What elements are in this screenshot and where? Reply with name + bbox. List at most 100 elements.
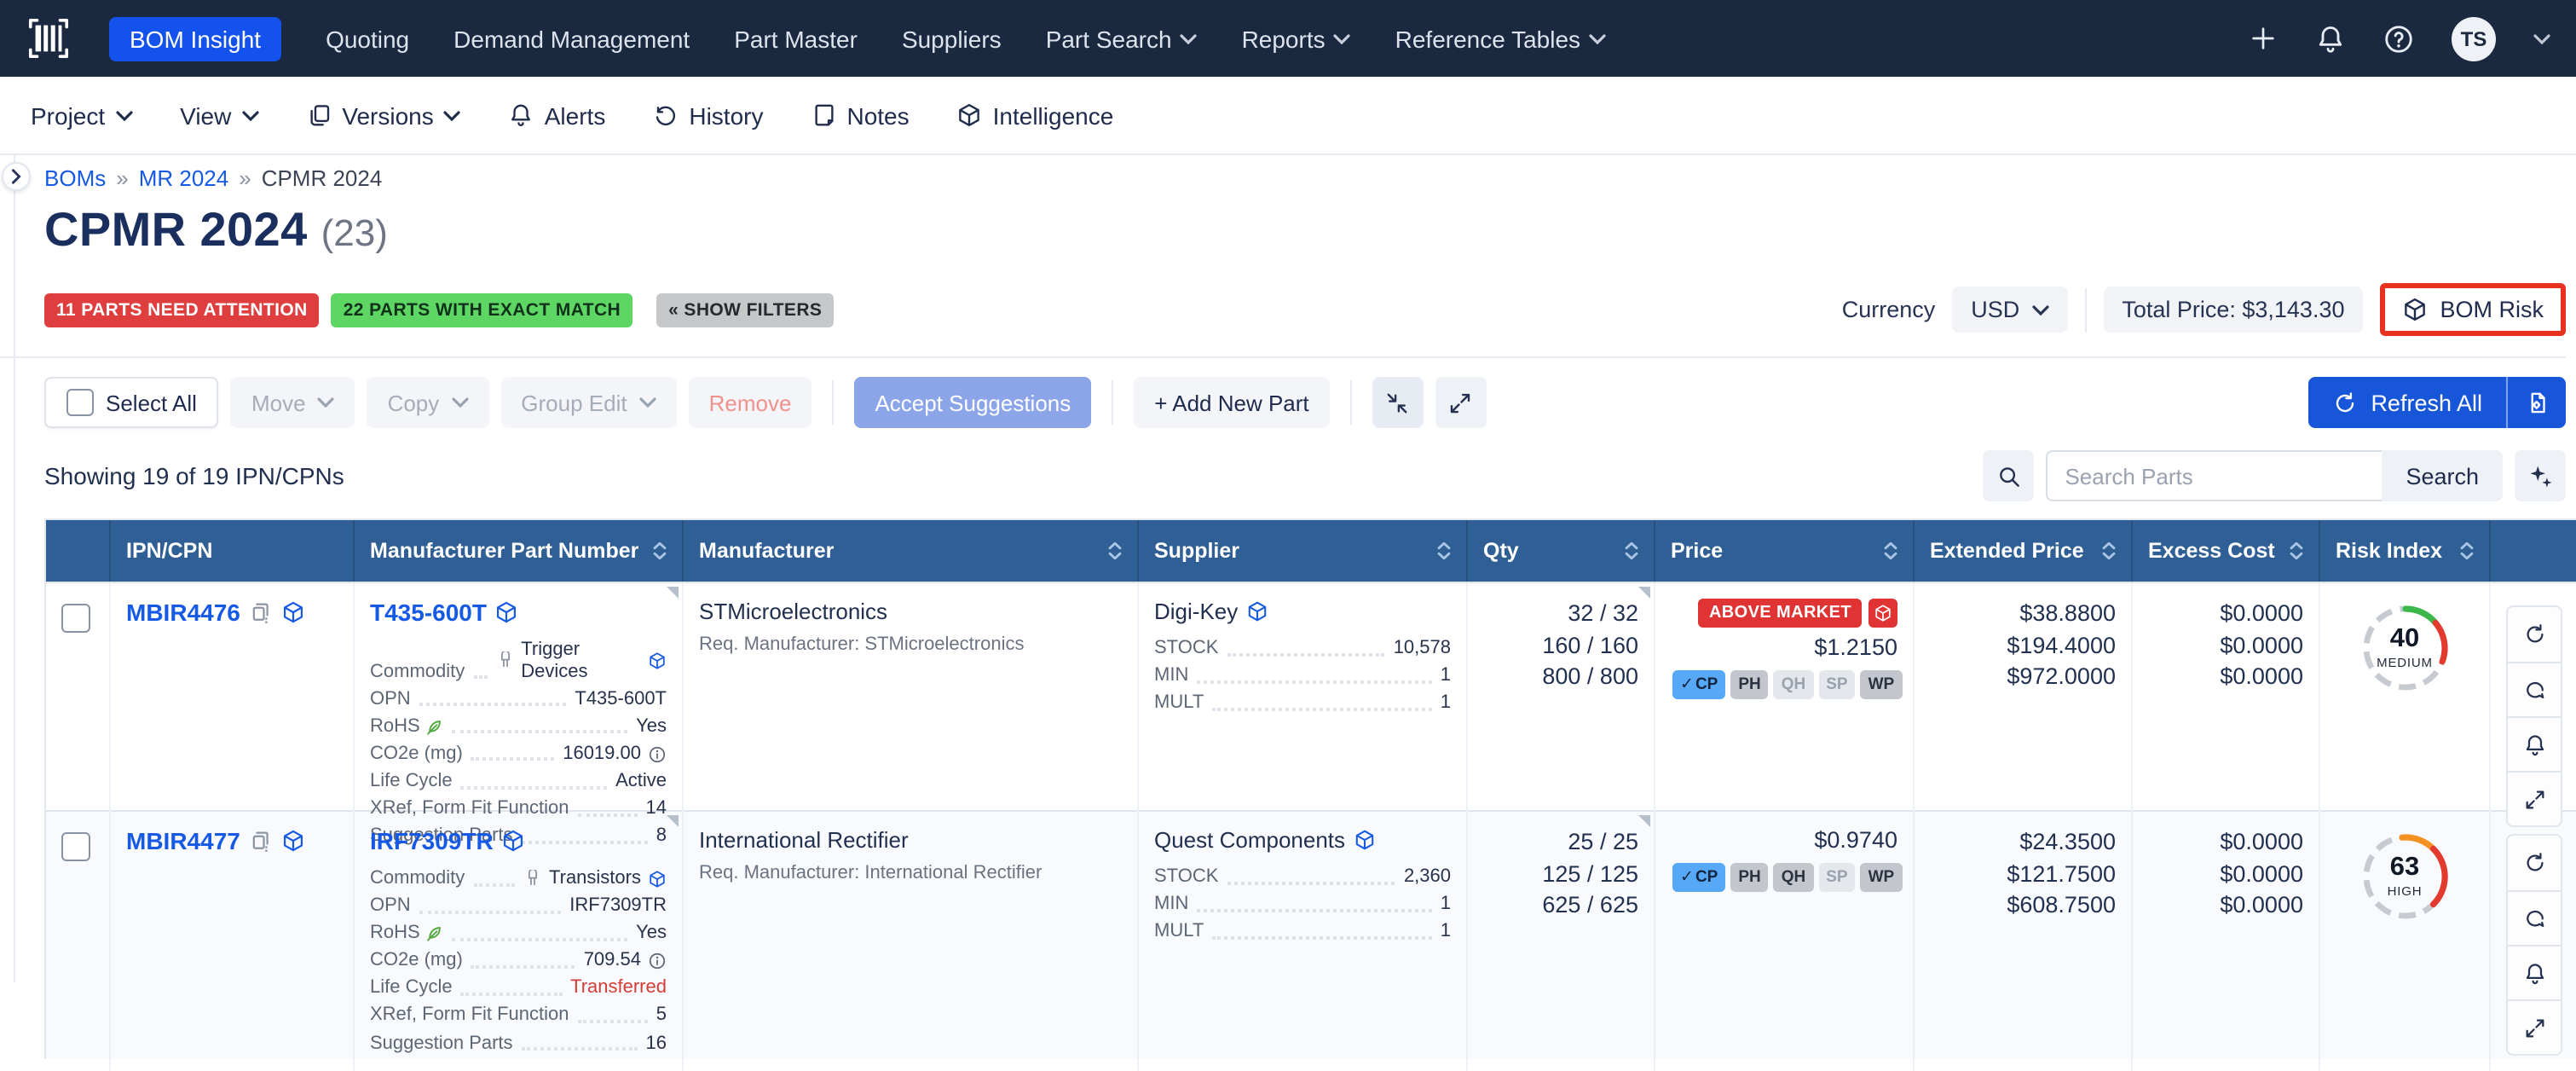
notes-button[interactable]: Notes — [811, 101, 910, 129]
chip-qh[interactable]: QH — [1773, 863, 1814, 892]
mpn-link[interactable]: IRF7309TR — [370, 827, 494, 854]
group-edit-button[interactable]: Group Edit — [500, 377, 677, 428]
select-all-checkbox[interactable] — [66, 389, 94, 416]
ai-sparkles-button[interactable] — [2515, 450, 2566, 501]
row-comments-button[interactable] — [2508, 890, 2561, 945]
parts-exact-match-badge[interactable]: 22 PARTS WITH EXACT MATCH — [331, 292, 633, 327]
row-refresh-button[interactable] — [2508, 607, 2561, 662]
part-cube-icon[interactable] — [281, 829, 305, 853]
sort-icon[interactable] — [1437, 542, 1451, 559]
add-icon[interactable] — [2249, 24, 2278, 53]
row-expand-button[interactable] — [2508, 999, 2561, 1054]
alerts-button[interactable]: Alerts — [509, 101, 605, 129]
breadcrumb-link-boms[interactable]: BOMs — [44, 165, 107, 191]
history-button[interactable]: History — [653, 101, 763, 129]
where-used-icon[interactable] — [249, 829, 273, 853]
help-icon[interactable] — [2383, 23, 2414, 54]
mpn-link[interactable]: T435-600T — [370, 599, 487, 626]
header-excess-cost[interactable]: Excess Cost — [2133, 520, 2320, 582]
chip-ph[interactable]: PH — [1730, 863, 1769, 892]
sort-icon[interactable] — [2102, 542, 2116, 559]
qty-cell: 32 / 32 160 / 160 800 / 800 — [1468, 583, 1655, 863]
chip-cp[interactable]: CP — [1672, 670, 1726, 699]
sort-icon[interactable] — [1884, 542, 1897, 559]
row-checkbox[interactable] — [61, 832, 90, 861]
currency-select[interactable]: USD — [1952, 287, 2068, 333]
supplier-cube-icon[interactable] — [1246, 600, 1268, 622]
row-expand-button[interactable] — [2508, 771, 2561, 825]
select-all-button[interactable]: Select All — [44, 377, 219, 428]
user-avatar[interactable]: TS — [2452, 16, 2496, 61]
row-alerts-button[interactable] — [2508, 945, 2561, 999]
header-risk-index[interactable]: Risk Index — [2320, 520, 2491, 582]
commodity-cube-icon[interactable] — [648, 870, 667, 889]
commodity-cube-icon[interactable] — [648, 651, 667, 670]
expand-all-button[interactable] — [1435, 377, 1487, 428]
versions-menu[interactable]: Versions — [306, 101, 460, 129]
sort-icon[interactable] — [2460, 542, 2474, 559]
ipn-link[interactable]: MBIR4476 — [126, 599, 240, 626]
sort-icon[interactable] — [1625, 542, 1638, 559]
info-icon[interactable] — [648, 744, 667, 763]
search-button[interactable]: Search — [2382, 450, 2503, 501]
remove-button[interactable]: Remove — [688, 377, 812, 428]
ipn-link[interactable]: MBIR4477 — [126, 827, 240, 854]
part-cube-icon[interactable] — [281, 600, 305, 624]
nav-tab-reports[interactable]: Reports — [1242, 25, 1351, 52]
nav-tab-quoting[interactable]: Quoting — [326, 25, 410, 52]
chip-sp[interactable]: SP — [1818, 863, 1856, 892]
chip-cp[interactable]: CP — [1672, 863, 1726, 892]
row-checkbox[interactable] — [61, 604, 90, 633]
header-price[interactable]: Price — [1655, 520, 1915, 582]
header-supplier[interactable]: Supplier — [1139, 520, 1468, 582]
accept-suggestions-button[interactable]: Accept Suggestions — [854, 377, 1092, 428]
add-new-part-button[interactable]: + Add New Part — [1134, 377, 1330, 428]
header-mpn[interactable]: Manufacturer Part Number — [355, 520, 684, 582]
intelligence-button[interactable]: Intelligence — [957, 101, 1113, 129]
search-icon-button[interactable] — [1983, 450, 2035, 501]
chip-wp[interactable]: WP — [1860, 863, 1903, 892]
account-chevron-down-icon[interactable] — [2533, 33, 2550, 43]
notifications-bell-icon[interactable] — [2315, 23, 2346, 54]
nav-tab-reference-tables[interactable]: Reference Tables — [1395, 25, 1606, 52]
row-comments-button[interactable] — [2508, 662, 2561, 716]
chip-sp[interactable]: SP — [1818, 670, 1856, 699]
supplier-cube-icon[interactable] — [1354, 829, 1376, 851]
parts-need-attention-badge[interactable]: 11 PARTS NEED ATTENTION — [44, 292, 320, 327]
market-cube-badge[interactable] — [1868, 599, 1897, 628]
refresh-settings-button[interactable] — [2506, 377, 2566, 428]
collapse-all-button[interactable] — [1372, 377, 1424, 428]
breadcrumb-link-parent[interactable]: MR 2024 — [138, 165, 229, 191]
header-manufacturer[interactable]: Manufacturer — [684, 520, 1139, 582]
chip-wp[interactable]: WP — [1860, 670, 1903, 699]
sort-icon[interactable] — [2290, 542, 2303, 559]
header-extended-price[interactable]: Extended Price — [1915, 520, 2133, 582]
search-input[interactable] — [2046, 450, 2383, 501]
sort-icon[interactable] — [1108, 542, 1122, 559]
nav-tab-suppliers[interactable]: Suppliers — [901, 25, 1002, 52]
project-menu[interactable]: Project — [31, 101, 132, 129]
refresh-all-button[interactable]: Refresh All — [2307, 377, 2506, 428]
info-icon[interactable] — [648, 952, 667, 970]
sort-icon[interactable] — [653, 542, 667, 559]
sidebar-expand-button[interactable] — [2, 162, 31, 191]
header-ipn-cpn[interactable]: IPN/CPN — [111, 520, 355, 582]
part-cube-icon[interactable] — [502, 829, 526, 853]
nav-tab-demand-management[interactable]: Demand Management — [453, 25, 690, 52]
view-menu[interactable]: View — [180, 101, 258, 129]
row-refresh-button[interactable] — [2508, 836, 2561, 890]
part-cube-icon[interactable] — [495, 600, 519, 624]
copy-button[interactable]: Copy — [367, 377, 489, 428]
where-used-icon[interactable] — [249, 600, 273, 624]
chip-ph[interactable]: PH — [1730, 670, 1769, 699]
bom-risk-button[interactable]: BOM Risk — [2380, 283, 2566, 336]
nav-tab-part-search[interactable]: Part Search — [1046, 25, 1198, 52]
header-qty[interactable]: Qty — [1468, 520, 1655, 582]
app-logo-icon[interactable] — [26, 15, 72, 61]
chip-qh[interactable]: QH — [1773, 670, 1814, 699]
move-button[interactable]: Move — [230, 377, 355, 428]
nav-tab-bom-insight[interactable]: BOM Insight — [109, 16, 282, 61]
show-filters-button[interactable]: « SHOW FILTERS — [656, 292, 835, 327]
nav-tab-part-master[interactable]: Part Master — [734, 25, 858, 52]
row-alerts-button[interactable] — [2508, 716, 2561, 771]
